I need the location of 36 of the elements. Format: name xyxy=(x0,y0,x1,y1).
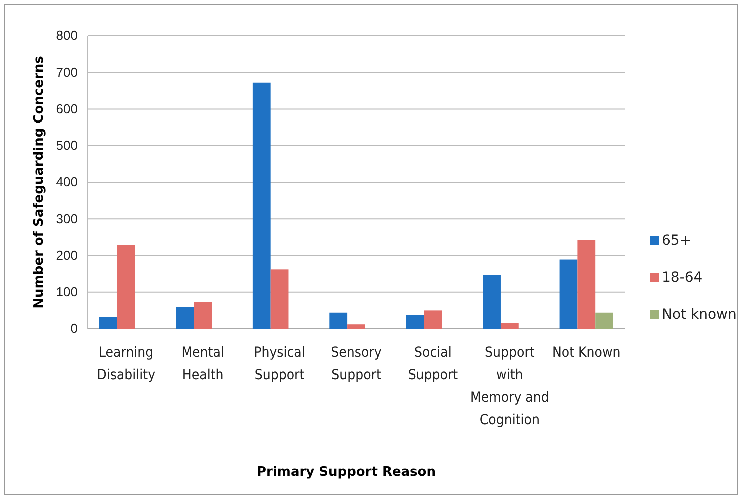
y-tick-label: 200 xyxy=(56,248,78,263)
y-tick-label: 800 xyxy=(56,28,78,44)
x-tick-label: Support with Memory and Cognition xyxy=(470,345,550,428)
y-tick-label: 100 xyxy=(56,284,78,300)
x-tick-label: Physical Support xyxy=(254,345,306,384)
y-tick-label: 300 xyxy=(56,211,78,226)
bar xyxy=(194,302,212,329)
bar xyxy=(596,312,614,329)
y-tick-label: 500 xyxy=(56,138,78,154)
x-tick-label: Mental Health xyxy=(182,345,224,384)
bar xyxy=(560,260,578,329)
bar xyxy=(252,82,271,329)
x-tick-label: Learning Disability xyxy=(97,345,156,384)
y-tick-label: 400 xyxy=(56,174,78,190)
y-axis-title: Number of Safeguarding Concerns xyxy=(32,56,47,309)
bar xyxy=(117,245,136,329)
legend-label: 65+ xyxy=(662,233,692,249)
legend-label: 18-64 xyxy=(662,270,703,286)
legend-label: Not known xyxy=(662,307,737,323)
bar xyxy=(330,312,348,329)
x-tick-label: Not Known xyxy=(552,345,621,361)
bar xyxy=(100,317,118,329)
bar xyxy=(500,324,519,329)
bar xyxy=(270,270,289,329)
bar xyxy=(424,310,442,329)
y-tick-label: 600 xyxy=(56,101,78,116)
x-tick-label: Social Support xyxy=(408,345,458,384)
bar xyxy=(483,275,501,329)
y-tick-label: 700 xyxy=(56,64,78,80)
bar xyxy=(578,240,596,329)
bar xyxy=(348,324,366,329)
x-axis-title: Primary Support Reason xyxy=(257,465,436,480)
bar xyxy=(406,315,424,329)
bar xyxy=(176,307,194,329)
y-tick-label: 0 xyxy=(70,321,78,336)
x-tick-label: Sensory Support xyxy=(331,345,382,384)
